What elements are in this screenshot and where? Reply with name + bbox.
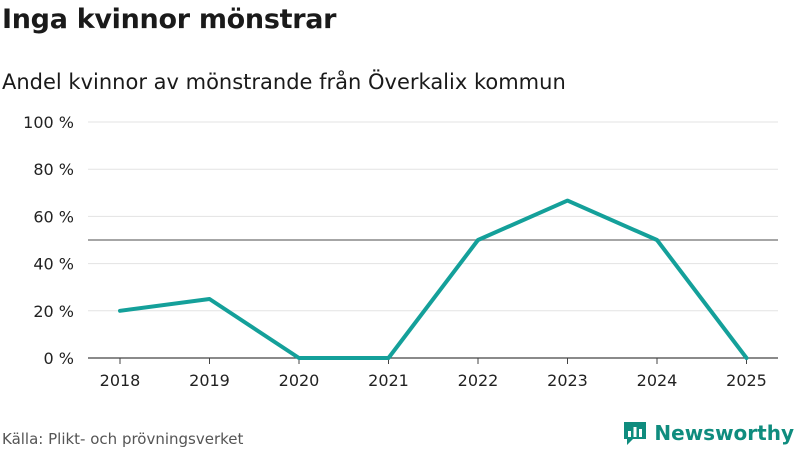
- chart-title: Inga kvinnor mönstrar: [2, 4, 337, 35]
- x-tick-label: 2020: [279, 371, 320, 390]
- y-tick-label: 40 %: [33, 255, 74, 274]
- x-tick-label: 2019: [189, 371, 230, 390]
- brand-label: Newsworthy: [654, 421, 794, 445]
- y-tick-label: 100 %: [23, 113, 74, 132]
- chart-subtitle: Andel kvinnor av mönstrande från Överkal…: [2, 70, 566, 94]
- y-tick-label: 20 %: [33, 302, 74, 321]
- data-point-2024: [656, 239, 658, 241]
- data-point-2019: [209, 298, 210, 300]
- series-group: [118, 198, 749, 360]
- data-point-2018: [119, 310, 121, 312]
- data-point-2025: [746, 357, 747, 359]
- data-point-2020: [298, 357, 300, 359]
- x-tick-label: 2024: [637, 371, 678, 390]
- grid-lines: [88, 121, 778, 312]
- y-tick-label: 60 %: [33, 207, 74, 226]
- x-tick-label: 2022: [458, 371, 499, 390]
- data-point-2022: [477, 239, 479, 241]
- x-tick-label: 2021: [368, 371, 409, 390]
- brand: Newsworthy: [622, 419, 794, 447]
- newsworthy-logo-icon: [624, 422, 647, 445]
- x-tick-label: 2025: [726, 371, 767, 390]
- data-point-2023: [567, 200, 568, 202]
- x-tick-label: 2023: [547, 371, 588, 390]
- x-tick-label: 2018: [100, 371, 141, 390]
- data-point-2021: [388, 357, 389, 359]
- series-line: [118, 198, 749, 360]
- x-axis: 2018 2019 2020 2021 2022 2023 2024 2025: [88, 357, 778, 390]
- y-tick-label: 80 %: [33, 160, 74, 179]
- source-note: Källa: Plikt- och prövningsverket: [2, 430, 244, 448]
- y-axis-ticks: 0 % 20 % 40 % 60 % 80 % 100 %: [23, 113, 74, 368]
- y-tick-label: 0 %: [44, 349, 74, 368]
